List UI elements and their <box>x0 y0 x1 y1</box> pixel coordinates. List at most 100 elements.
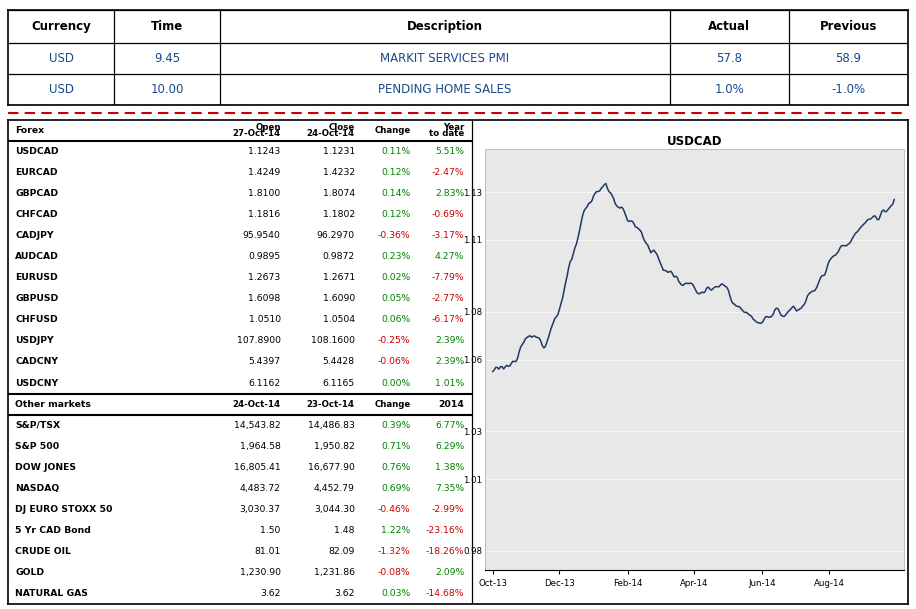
Text: 16,677.90: 16,677.90 <box>308 463 354 472</box>
Text: 4,483.72: 4,483.72 <box>240 484 280 493</box>
Text: to date: to date <box>429 129 464 138</box>
Text: AUDCAD: AUDCAD <box>16 252 59 261</box>
Text: -2.99%: -2.99% <box>431 505 464 514</box>
Text: 1.48: 1.48 <box>334 526 354 535</box>
Text: 1.4249: 1.4249 <box>248 168 280 177</box>
Text: -6.17%: -6.17% <box>431 315 464 325</box>
Text: EURUSD: EURUSD <box>16 273 58 283</box>
Text: 23-Oct-14: 23-Oct-14 <box>307 400 354 409</box>
Text: 2014: 2014 <box>439 400 464 409</box>
Text: 81.01: 81.01 <box>255 547 280 556</box>
Text: -7.79%: -7.79% <box>431 273 464 283</box>
Text: 6.1162: 6.1162 <box>248 379 280 387</box>
Text: 0.12%: 0.12% <box>381 168 410 177</box>
Text: 6.1165: 6.1165 <box>322 379 354 387</box>
Text: 1.0504: 1.0504 <box>322 315 354 325</box>
Text: 4,452.79: 4,452.79 <box>314 484 354 493</box>
Text: GBPUSD: GBPUSD <box>16 294 59 303</box>
Text: EURCAD: EURCAD <box>16 168 58 177</box>
Text: Close: Close <box>329 123 354 132</box>
Text: -18.26%: -18.26% <box>426 547 464 556</box>
Text: 14,543.82: 14,543.82 <box>234 421 280 429</box>
Text: -0.25%: -0.25% <box>378 336 410 345</box>
Text: -3.17%: -3.17% <box>431 231 464 240</box>
Text: Change: Change <box>375 126 410 135</box>
Text: 1.8100: 1.8100 <box>248 189 280 198</box>
Text: Year: Year <box>443 123 464 132</box>
Text: 1.0510: 1.0510 <box>248 315 280 325</box>
Text: CADJPY: CADJPY <box>16 231 54 240</box>
Text: -1.0%: -1.0% <box>832 83 866 96</box>
Text: 1.6098: 1.6098 <box>248 294 280 303</box>
Text: 2.09%: 2.09% <box>435 568 464 577</box>
Text: 0.06%: 0.06% <box>381 315 410 325</box>
Text: 1.0%: 1.0% <box>714 83 744 96</box>
Text: 0.02%: 0.02% <box>381 273 410 283</box>
Text: -0.69%: -0.69% <box>431 210 464 219</box>
Text: 6.29%: 6.29% <box>435 442 464 451</box>
Text: -0.06%: -0.06% <box>378 357 410 367</box>
Text: 14,486.83: 14,486.83 <box>308 421 354 429</box>
Text: 1.38%: 1.38% <box>435 463 464 472</box>
Text: 1.6090: 1.6090 <box>322 294 354 303</box>
Text: -1.32%: -1.32% <box>378 547 410 556</box>
Text: 24-Oct-14: 24-Oct-14 <box>233 400 280 409</box>
Text: 82.09: 82.09 <box>329 547 354 556</box>
Text: 1.1816: 1.1816 <box>248 210 280 219</box>
Text: 9.45: 9.45 <box>154 52 180 65</box>
Text: Previous: Previous <box>820 20 878 33</box>
Text: Change: Change <box>375 400 410 409</box>
Text: CHFCAD: CHFCAD <box>16 210 58 219</box>
Text: S&P/TSX: S&P/TSX <box>16 421 60 429</box>
Text: 1,230.90: 1,230.90 <box>240 568 280 577</box>
Text: Currency: Currency <box>31 20 91 33</box>
Text: 0.9872: 0.9872 <box>322 252 354 261</box>
Text: -2.47%: -2.47% <box>431 168 464 177</box>
Text: 6.77%: 6.77% <box>435 421 464 429</box>
Text: 2.39%: 2.39% <box>435 357 464 367</box>
Text: Description: Description <box>407 20 483 33</box>
Text: 1.50: 1.50 <box>260 526 280 535</box>
Text: 2.39%: 2.39% <box>435 336 464 345</box>
Text: 3,044.30: 3,044.30 <box>314 505 354 514</box>
Text: S&P 500: S&P 500 <box>16 442 60 451</box>
Text: 4.27%: 4.27% <box>435 252 464 261</box>
Text: 57.8: 57.8 <box>716 52 742 65</box>
Text: 5.4397: 5.4397 <box>248 357 280 367</box>
Text: -23.16%: -23.16% <box>426 526 464 535</box>
Text: 1,950.82: 1,950.82 <box>314 442 354 451</box>
Text: -14.68%: -14.68% <box>426 589 464 598</box>
Text: DOW JONES: DOW JONES <box>16 463 76 472</box>
Text: 0.00%: 0.00% <box>381 379 410 387</box>
Text: 0.9895: 0.9895 <box>248 252 280 261</box>
Text: MARKIT SERVICES PMI: MARKIT SERVICES PMI <box>380 52 509 65</box>
Text: USDJPY: USDJPY <box>16 336 54 345</box>
Text: 0.71%: 0.71% <box>381 442 410 451</box>
Text: 24-Oct-14: 24-Oct-14 <box>307 129 354 138</box>
Text: 5.51%: 5.51% <box>435 147 464 156</box>
Text: 1.01%: 1.01% <box>435 379 464 387</box>
Text: GBPCAD: GBPCAD <box>16 189 59 198</box>
Text: NATURAL GAS: NATURAL GAS <box>16 589 88 598</box>
Text: CADCNY: CADCNY <box>16 357 59 367</box>
Text: 1.1231: 1.1231 <box>322 147 354 156</box>
Text: USD: USD <box>49 83 73 96</box>
Text: 5 Yr CAD Bond: 5 Yr CAD Bond <box>16 526 91 535</box>
Text: 108.1600: 108.1600 <box>311 336 354 345</box>
Text: 0.14%: 0.14% <box>381 189 410 198</box>
Text: 1.1802: 1.1802 <box>322 210 354 219</box>
Text: 1,964.58: 1,964.58 <box>240 442 280 451</box>
Text: -0.36%: -0.36% <box>378 231 410 240</box>
Text: 2.83%: 2.83% <box>435 189 464 198</box>
Text: 95.9540: 95.9540 <box>243 231 280 240</box>
Text: 0.11%: 0.11% <box>381 147 410 156</box>
Text: 1.1243: 1.1243 <box>248 147 280 156</box>
Text: 1.8074: 1.8074 <box>322 189 354 198</box>
Text: 16,805.41: 16,805.41 <box>234 463 280 472</box>
Text: NASDAQ: NASDAQ <box>16 484 60 493</box>
Text: Actual: Actual <box>708 20 750 33</box>
Text: 27-Oct-14: 27-Oct-14 <box>233 129 280 138</box>
Text: Other markets: Other markets <box>16 400 91 409</box>
Text: USDCNY: USDCNY <box>16 379 59 387</box>
Text: -0.46%: -0.46% <box>378 505 410 514</box>
